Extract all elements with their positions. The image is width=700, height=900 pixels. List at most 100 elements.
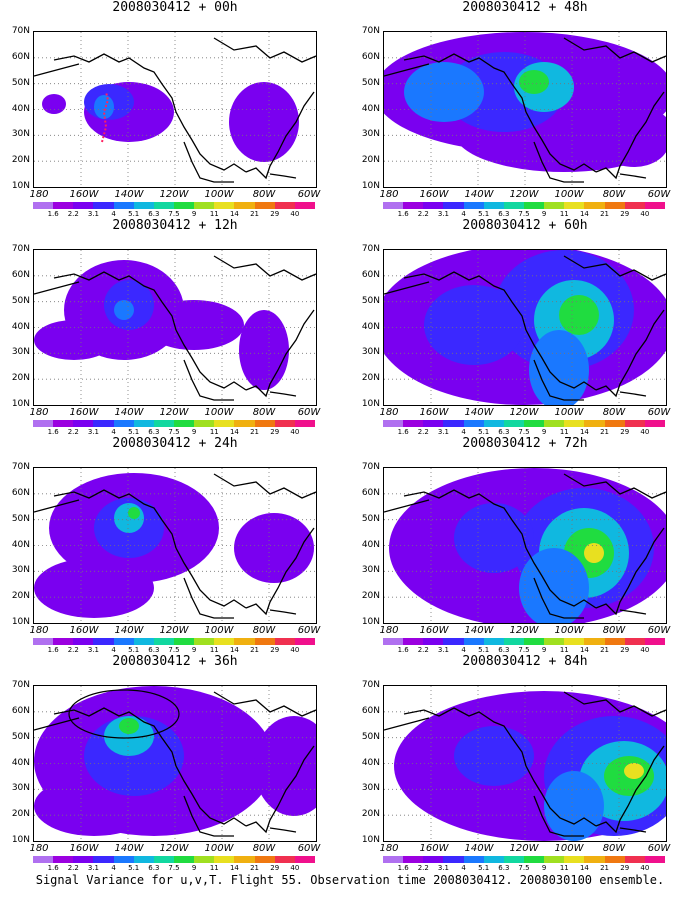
y-tick-label: 40N bbox=[11, 103, 30, 114]
y-tick-label: 20N bbox=[361, 373, 380, 384]
colorbar-label: 11 bbox=[209, 646, 219, 654]
y-tick-label: 60N bbox=[361, 705, 380, 716]
colorbar bbox=[33, 856, 315, 863]
colorbar-label: 1.6 bbox=[397, 210, 409, 218]
colorbar-label: 29 bbox=[270, 646, 280, 654]
colorbar-segment bbox=[523, 202, 545, 209]
colorbar-label: 3.1 bbox=[87, 428, 99, 436]
colorbar-label: 2.2 bbox=[417, 210, 429, 218]
colorbar-label: 7.5 bbox=[168, 210, 180, 218]
x-tick-label: 80W bbox=[602, 625, 626, 636]
colorbar-segment bbox=[294, 856, 315, 863]
variance-region bbox=[424, 285, 524, 365]
x-tick-label: 180 bbox=[29, 189, 49, 200]
x-tick-label: 160W bbox=[69, 843, 99, 854]
colorbar-segment bbox=[383, 638, 404, 645]
colorbar-segment bbox=[153, 202, 174, 209]
x-tick-label: 100W bbox=[554, 189, 584, 200]
colorbar-segment bbox=[564, 202, 585, 209]
coastline bbox=[533, 359, 584, 401]
colorbar-segment bbox=[294, 420, 315, 427]
colorbar-segment bbox=[214, 202, 235, 209]
x-tick-label: 140W bbox=[114, 407, 144, 418]
x-tick-label: 60W bbox=[647, 843, 671, 854]
x-tick-label: 60W bbox=[647, 407, 671, 418]
colorbar-label: 29 bbox=[620, 210, 630, 218]
colorbar-label: 5.1 bbox=[478, 646, 490, 654]
colorbar-label: 7.5 bbox=[518, 646, 530, 654]
coastline bbox=[245, 745, 315, 834]
variance-region bbox=[114, 503, 144, 533]
colorbar-segment bbox=[53, 420, 74, 427]
y-tick-label: 60N bbox=[11, 269, 30, 280]
map-plot bbox=[384, 686, 666, 841]
colorbar-segment bbox=[173, 638, 195, 645]
x-tick-label: 100W bbox=[204, 189, 234, 200]
map-plot bbox=[34, 32, 316, 187]
x-tick-label: 60W bbox=[297, 843, 321, 854]
y-tick-label: 10N bbox=[11, 399, 30, 409]
coastline bbox=[384, 63, 430, 77]
colorbar-label: 9 bbox=[541, 428, 547, 436]
colorbar-segment bbox=[153, 638, 174, 645]
colorbar-segment bbox=[274, 638, 295, 645]
colorbar-segment bbox=[274, 856, 295, 863]
coastline bbox=[595, 309, 665, 398]
colorbar-segment bbox=[544, 202, 565, 209]
map-plot bbox=[34, 686, 316, 841]
colorbar-segment bbox=[93, 420, 114, 427]
colorbar-segment bbox=[254, 638, 275, 645]
figure-caption: Signal Variance for u,v,T. Flight 55. Ob… bbox=[35, 873, 665, 887]
colorbar-segment bbox=[153, 420, 174, 427]
x-tick-label: 160W bbox=[419, 407, 449, 418]
panel-72h: 2008030412 + 72h 70N 60N 50N 40N 30N 20N 10N 18… bbox=[350, 436, 700, 654]
x-tick-label: 60W bbox=[647, 625, 671, 636]
y-tick-label: 20N bbox=[11, 591, 30, 602]
colorbar-segment bbox=[503, 420, 524, 427]
colorbar-label: 4 bbox=[461, 428, 466, 436]
coastline bbox=[533, 141, 584, 183]
colorbar-segment bbox=[463, 202, 484, 209]
y-tick-label: 30N bbox=[361, 783, 380, 794]
colorbar-label: 9 bbox=[541, 864, 547, 872]
colorbar-label: 6.3 bbox=[498, 210, 510, 218]
colorbar-label: 5.1 bbox=[128, 864, 140, 872]
colorbar-segment bbox=[133, 638, 154, 645]
y-tick-label: 60N bbox=[11, 51, 30, 62]
x-tick-label: 100W bbox=[204, 843, 234, 854]
colorbar-segment bbox=[274, 202, 295, 209]
colorbar-label: 4 bbox=[461, 646, 466, 654]
colorbar-label: 29 bbox=[270, 210, 280, 218]
colorbar-segment bbox=[523, 420, 545, 427]
colorbar-segment bbox=[644, 420, 665, 427]
variance-region bbox=[229, 82, 299, 162]
colorbar-label: 40 bbox=[290, 864, 300, 872]
x-tick-label: 180 bbox=[29, 625, 49, 636]
map-area bbox=[33, 249, 317, 406]
x-tick-label: 100W bbox=[554, 625, 584, 636]
colorbar-segment bbox=[254, 856, 275, 863]
map-area bbox=[383, 467, 667, 624]
y-tick-label: 20N bbox=[11, 809, 30, 820]
colorbar-label: 9 bbox=[191, 210, 197, 218]
colorbar-segment bbox=[274, 420, 295, 427]
colorbar-label: 5.1 bbox=[478, 864, 490, 872]
x-tick-label: 180 bbox=[379, 843, 399, 854]
colorbar-label: 14 bbox=[229, 864, 239, 872]
x-tick-label: 80W bbox=[602, 843, 626, 854]
x-tick-label: 120W bbox=[159, 189, 189, 200]
x-tick-label: 80W bbox=[252, 189, 276, 200]
colorbar-segment bbox=[483, 856, 504, 863]
x-tick-label: 120W bbox=[509, 625, 539, 636]
variance-region bbox=[529, 330, 589, 405]
x-tick-label: 160W bbox=[69, 407, 99, 418]
colorbar-segment bbox=[53, 638, 74, 645]
variance-region bbox=[519, 70, 549, 94]
coastline bbox=[245, 309, 315, 398]
panel-title: 2008030412 + 36h bbox=[112, 654, 238, 669]
x-tick-label: 80W bbox=[602, 407, 626, 418]
variance-region bbox=[559, 295, 599, 335]
y-tick-label: 20N bbox=[11, 373, 30, 384]
coastline bbox=[384, 281, 430, 295]
x-tick-label: 160W bbox=[419, 843, 449, 854]
